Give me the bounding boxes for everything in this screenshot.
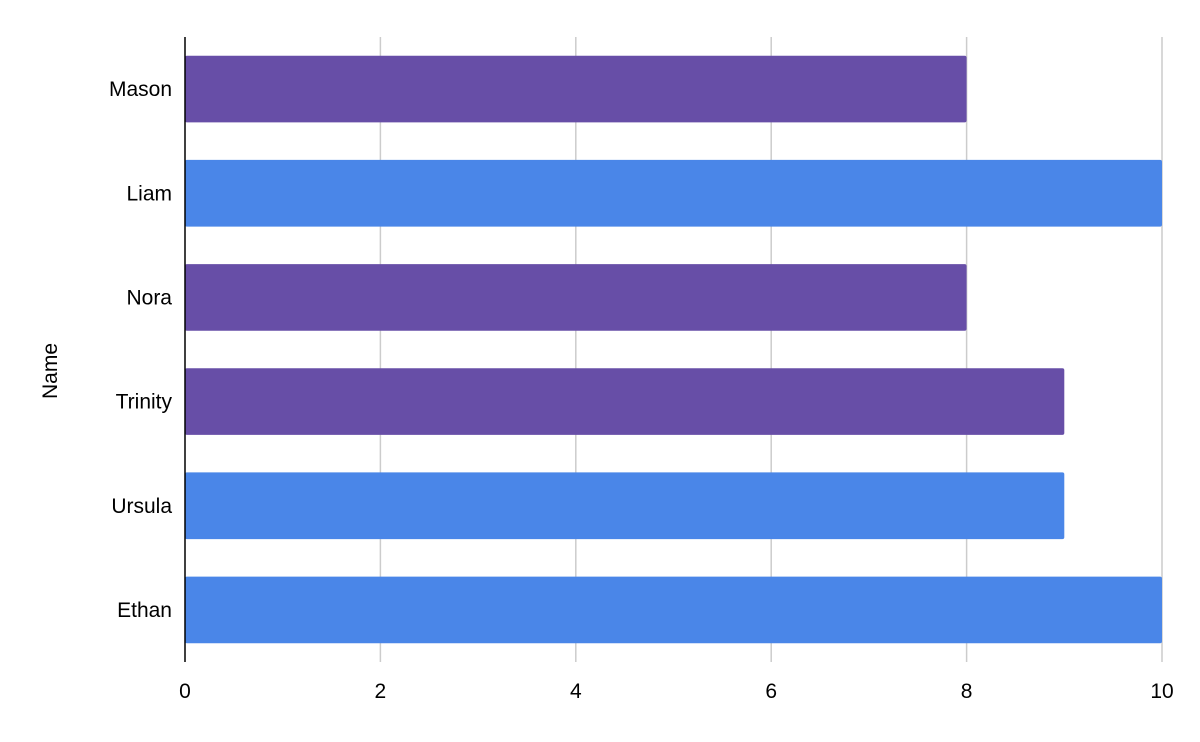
y-tick-label-trinity: Trinity	[116, 391, 173, 414]
x-tick-label: 6	[765, 680, 777, 703]
bar-liam	[185, 159, 1162, 227]
bar-ursula	[185, 472, 1065, 540]
x-tick-label: 10	[1150, 680, 1173, 703]
y-tick-label-liam: Liam	[126, 182, 172, 205]
bar-trinity	[185, 368, 1065, 435]
y-tick-label-nora: Nora	[126, 286, 172, 309]
y-tick-label-ursula: Ursula	[111, 495, 172, 518]
bars	[185, 55, 1162, 644]
y-tick-label-mason: Mason	[109, 78, 172, 101]
y-axis-title: Name	[39, 343, 62, 399]
bar-nora	[185, 264, 967, 331]
x-tick-label: 8	[961, 680, 973, 703]
bar-mason	[185, 55, 967, 123]
y-tick-label-ethan: Ethan	[117, 599, 172, 622]
x-tick-label: 0	[179, 680, 191, 703]
tick-labels: 0 2 4 6 8 10 Mason Liam Nora Trinity Ursula Ethan	[109, 78, 1174, 703]
gridlines	[379, 37, 1163, 662]
x-tick-label: 2	[375, 680, 387, 703]
bar-ethan	[185, 576, 1162, 644]
x-tick-label: 4	[570, 680, 582, 703]
